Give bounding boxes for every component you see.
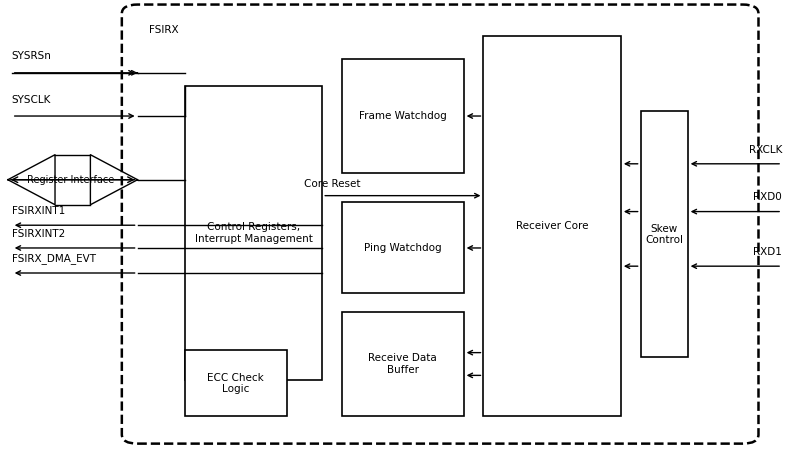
Text: SYSCLK: SYSCLK bbox=[12, 95, 51, 105]
Text: Register Interface: Register Interface bbox=[27, 175, 115, 185]
Text: RXD1: RXD1 bbox=[753, 247, 782, 257]
Text: SYSRSn: SYSRSn bbox=[12, 51, 52, 61]
Text: FSIRXINT2: FSIRXINT2 bbox=[12, 229, 65, 239]
Text: Control Registers,
Interrupt Management: Control Registers, Interrupt Management bbox=[195, 222, 312, 244]
FancyBboxPatch shape bbox=[122, 5, 758, 444]
Text: FSIRX_DMA_EVT: FSIRX_DMA_EVT bbox=[12, 253, 96, 264]
Bar bbox=[342, 202, 464, 293]
Text: Ping Watchdog: Ping Watchdog bbox=[364, 243, 442, 253]
Text: FSIRXINT1: FSIRXINT1 bbox=[12, 206, 65, 216]
Text: Skew
Control: Skew Control bbox=[645, 223, 683, 245]
Bar bbox=[342, 59, 464, 173]
Bar bbox=[641, 111, 688, 357]
Bar bbox=[483, 36, 621, 416]
Text: Core Reset: Core Reset bbox=[304, 179, 360, 189]
Bar bbox=[342, 312, 464, 416]
Text: ECC Check
Logic: ECC Check Logic bbox=[208, 373, 264, 394]
Text: Receiver Core: Receiver Core bbox=[516, 222, 589, 231]
Text: Frame Watchdog: Frame Watchdog bbox=[359, 111, 446, 121]
Bar bbox=[185, 350, 287, 416]
Text: RXCLK: RXCLK bbox=[749, 145, 782, 155]
Text: FSIRX: FSIRX bbox=[149, 25, 179, 35]
Bar bbox=[185, 86, 322, 380]
Text: Receive Data
Buffer: Receive Data Buffer bbox=[369, 353, 437, 375]
Text: RXD0: RXD0 bbox=[753, 192, 782, 202]
